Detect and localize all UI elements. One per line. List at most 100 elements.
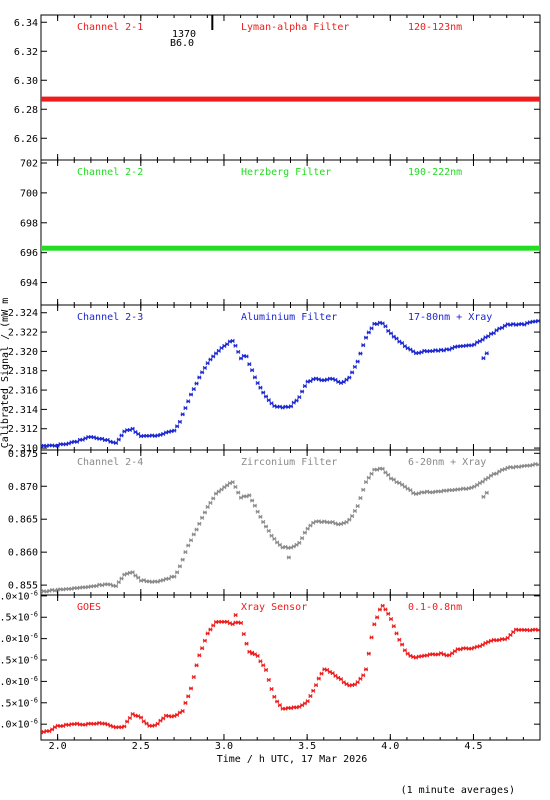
goes-xray-point — [316, 676, 321, 681]
channel-2-3-point — [205, 361, 210, 366]
goes-xray-outlier — [233, 613, 238, 618]
channel-2-4-point — [116, 580, 121, 585]
channel-2-4-point — [191, 532, 196, 537]
channel-2-3-point — [300, 389, 305, 394]
goes-xray-point — [311, 688, 316, 693]
channel-2-3-point — [177, 419, 182, 424]
averaging-footnote: (1 minute averages) — [401, 785, 515, 796]
channel-2-3-outlier — [484, 351, 489, 356]
channel-2-3-point — [244, 354, 249, 359]
channel-2-3-ytick-label: 2.320 — [8, 347, 38, 358]
channel-2-3-label-1: Aluminium Filter — [241, 312, 337, 323]
channel-2-4-ytick-label: 0.860 — [8, 548, 38, 559]
channel-2-4-point — [272, 536, 277, 541]
channel-2-3-point — [202, 365, 207, 370]
goes-xray-point — [269, 686, 274, 692]
channel-2-2-series-band — [41, 245, 540, 251]
channel-2-3-point — [211, 354, 216, 359]
channel-2-3-point — [200, 370, 205, 375]
channel-2-4-point — [302, 530, 307, 535]
channel-2-3-point — [186, 399, 191, 404]
y-axis-title: Calibrated Signal / (mW m — [0, 298, 11, 449]
goes-xray-point — [305, 699, 310, 704]
goes-xray-ytick-label: 5.0×10-6 — [0, 675, 38, 688]
channel-2-3-point — [363, 335, 369, 340]
goes-xray-point — [272, 694, 277, 699]
channel-2-3-point — [194, 381, 199, 386]
goes-xray-point — [266, 677, 271, 682]
channel-2-4-label-1: Zirconium Filter — [241, 457, 337, 468]
channel-2-4-point — [380, 466, 385, 471]
channel-2-4-point — [252, 503, 257, 508]
goes-xray-series — [41, 603, 540, 735]
goes-xray-point — [319, 671, 324, 676]
channel-2-3-point — [191, 387, 196, 392]
goes-xray-point — [388, 616, 394, 622]
goes-xray-point — [369, 635, 374, 640]
channel-2-4-point — [113, 583, 119, 589]
goes-xray-point — [125, 719, 130, 724]
channel-2-4-ytick-label: 0.875 — [8, 449, 38, 460]
channel-2-1-label-0: Channel 2-1 — [77, 22, 143, 33]
channel-2-3-point — [113, 440, 119, 446]
channel-2-4-point — [266, 528, 271, 533]
channel-2-3-frame — [40, 304, 541, 451]
channel-2-1-ytick-label: 6.26 — [14, 134, 38, 145]
channel-2-4-point — [361, 487, 366, 492]
channel-2-2-ytick-label: 694 — [20, 278, 38, 289]
channel-2-4-point — [130, 570, 135, 575]
goes-xray-point — [355, 680, 360, 685]
channel-2-1-ytick-label: 6.32 — [14, 47, 38, 58]
channel-2-4-point — [236, 490, 241, 495]
channel-2-3-point — [172, 428, 177, 433]
channel-2-4-point — [194, 527, 199, 532]
channel-2-2-ytick-label: 696 — [20, 248, 38, 259]
channel-2-3-point — [347, 375, 352, 380]
goes-xray-point — [211, 623, 216, 628]
channel-2-3-ytick-label: 2.316 — [8, 386, 38, 397]
channel-2-4-point — [475, 482, 480, 488]
panel-channel-2-3: 2.310 2.312 2.314 2.316 2.318 2.320 2.322 2.324… — [8, 304, 541, 455]
channel-2-4-outlier — [481, 494, 486, 499]
goes-xray-ytick-label: 6.5×10-6 — [0, 611, 38, 624]
channel-2-3-point — [294, 398, 299, 403]
channel-2-4-point — [186, 543, 191, 548]
goes-xray-point — [536, 628, 540, 633]
channel-2-3-point — [175, 424, 180, 429]
channel-2-3-point — [380, 321, 385, 326]
goes-xray-point — [333, 673, 338, 678]
channel-2-3-point — [288, 404, 294, 409]
x-tick-label: 3.5 — [298, 741, 316, 752]
channel-2-3-point — [247, 362, 252, 367]
channel-2-3-series — [41, 318, 540, 449]
goes-xray-ytick-label: 4.5×10-6 — [0, 696, 38, 709]
channel-2-3-point — [116, 437, 121, 442]
goes-xray-point — [277, 703, 282, 708]
channel-2-3-point — [130, 426, 135, 431]
channel-2-3-point — [261, 390, 266, 395]
channel-2-4-point — [261, 519, 266, 524]
channel-2-4-point — [255, 509, 260, 514]
channel-2-1-ytick-label: 6.30 — [14, 76, 38, 87]
x-axis-title: Time / h UTC, 17 Mar 2026 — [217, 754, 368, 765]
goes-xray-point — [263, 667, 269, 673]
channel-2-4-ytick-label: 0.865 — [8, 515, 38, 526]
goes-xray-point — [391, 624, 396, 629]
channel-2-3-ytick-label: 2.312 — [8, 424, 38, 435]
channel-2-3-point — [500, 325, 505, 330]
goes-xray-point — [308, 693, 313, 699]
channel-2-4-label-0: Channel 2-4 — [77, 457, 143, 468]
goes-xray-ytick-label: 4.0×10-6 — [0, 718, 38, 731]
channel-2-2-frame — [40, 159, 541, 306]
channel-2-3-point — [197, 375, 202, 380]
channel-2-4-point — [183, 550, 188, 555]
channel-2-4-point — [175, 570, 180, 575]
channel-2-4-ytick-label: 0.855 — [8, 581, 38, 592]
goes-xray-point — [394, 631, 399, 636]
goes-xray-outlier — [250, 651, 255, 656]
goes-xray-point — [255, 653, 260, 658]
goes-xray-point — [138, 715, 144, 720]
goes-xray-ytick-label: 6.0×10-6 — [0, 632, 38, 645]
channel-2-4-point — [347, 517, 352, 522]
plot-layer: 6.26 6.28 6.30 6.32 6.34 Channel 2-1 Lyman-alp… — [0, 14, 541, 752]
